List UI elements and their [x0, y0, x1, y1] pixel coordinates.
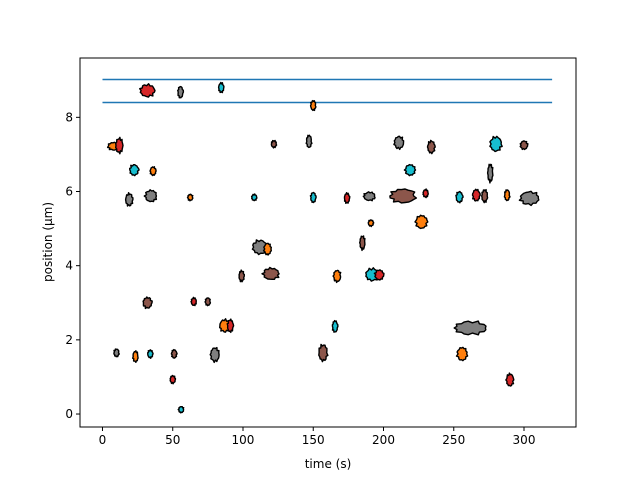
data-blob [455, 190, 464, 204]
data-blob [343, 192, 351, 204]
data-blob [204, 297, 212, 307]
plot-frame [79, 57, 577, 428]
data-blob [124, 192, 134, 207]
data-blob [177, 85, 185, 99]
data-blob [414, 214, 429, 230]
data-blob [389, 188, 418, 204]
data-blob [305, 134, 313, 149]
data-blob [332, 269, 342, 284]
data-blob [190, 296, 197, 307]
chart-marks [102, 78, 553, 414]
data-blob [186, 193, 194, 202]
data-blob [455, 346, 469, 362]
data-blob [142, 296, 153, 310]
data-blob [270, 139, 278, 149]
data-blob [518, 190, 540, 207]
y-tick-label: 6 [65, 185, 73, 199]
y-tick-label: 2 [65, 333, 73, 347]
y-tick-label: 4 [65, 259, 73, 273]
data-blob [422, 188, 429, 199]
data-blob [367, 219, 375, 228]
data-blob [238, 269, 245, 283]
data-blob [453, 320, 487, 336]
x-tick-label: 100 [232, 433, 255, 447]
data-blob [373, 269, 385, 281]
data-blob [309, 191, 317, 204]
data-blob [331, 319, 339, 333]
y-tick-label: 8 [65, 110, 73, 124]
data-blob [132, 350, 139, 363]
data-blob [169, 374, 177, 385]
data-blob [143, 189, 158, 203]
data-blob [486, 163, 494, 184]
data-blob [115, 136, 124, 155]
x-tick-label: 50 [165, 433, 180, 447]
data-blob [209, 346, 220, 364]
y-tick-label: 0 [65, 407, 73, 421]
data-blob [426, 139, 436, 155]
data-blob [250, 193, 258, 202]
chart-axes: 0 50 100 150 200 250 300 0 2 4 6 8 [65, 110, 535, 447]
data-blob [177, 406, 185, 414]
x-tick-label: 0 [99, 433, 107, 447]
x-tick-label: 200 [372, 433, 395, 447]
x-tick-label: 300 [513, 433, 536, 447]
data-blob [489, 135, 503, 153]
data-blob [170, 348, 178, 359]
data-blob [147, 349, 154, 359]
data-blob [261, 266, 280, 280]
data-blob [362, 191, 376, 202]
data-blob [519, 140, 529, 151]
data-blob [226, 318, 235, 334]
data-blob [471, 188, 481, 202]
x-tick-label: 150 [302, 433, 325, 447]
x-axis-label: time (s) [305, 457, 352, 471]
data-blob [393, 135, 405, 151]
data-blob [217, 81, 225, 94]
data-blob [505, 372, 515, 387]
data-blob [359, 235, 366, 252]
y-axis-label: position (µm) [41, 202, 55, 282]
data-blob [403, 163, 417, 177]
data-blob [262, 242, 272, 256]
data-blob [503, 189, 511, 202]
data-blob [139, 83, 156, 98]
data-blob [113, 348, 120, 358]
data-blob [309, 99, 317, 112]
data-blob [129, 164, 140, 177]
data-blob [149, 166, 157, 177]
data-blob [318, 343, 329, 363]
x-tick-label: 250 [442, 433, 465, 447]
data-blob [481, 188, 489, 204]
